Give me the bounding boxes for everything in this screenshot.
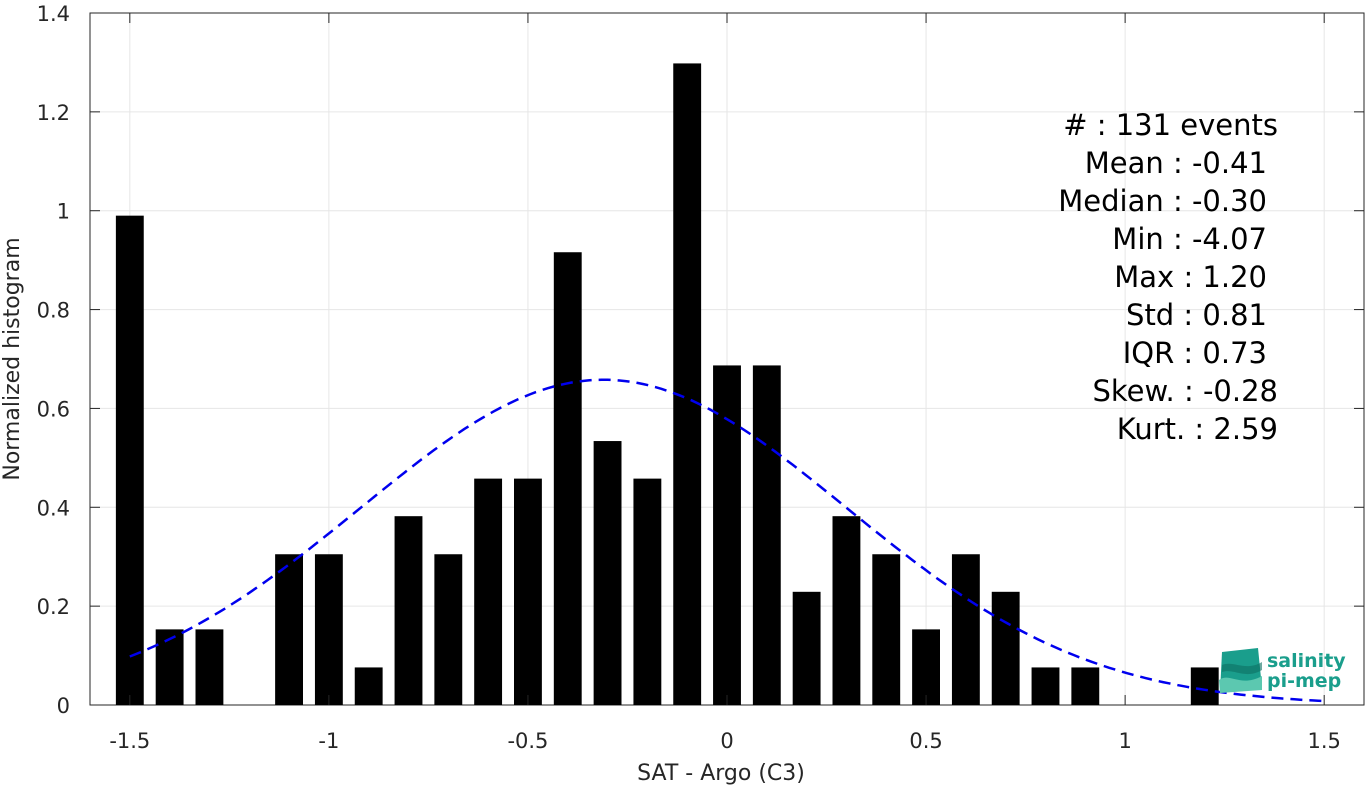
histogram-bar (514, 478, 542, 705)
histogram-bars (115, 63, 1219, 706)
histogram-bar (1031, 667, 1060, 705)
stats-median: Median : -0.30 (1058, 184, 1267, 218)
stats-max: Max : 1.20 (1114, 260, 1267, 294)
x-tick-label: 0.5 (909, 729, 942, 753)
y-tick-label: 0.6 (37, 397, 70, 421)
histogram-bar (593, 441, 622, 705)
histogram-bar (673, 63, 702, 706)
stats-events: # : 131 events (1063, 108, 1278, 142)
histogram-bar (354, 667, 383, 705)
histogram-bar (991, 591, 1020, 705)
histogram-bar (434, 554, 463, 705)
y-tick-label: 0.4 (37, 496, 70, 520)
y-tick-label: 0.8 (37, 299, 70, 323)
histogram-bar (474, 478, 503, 705)
histogram-bar (394, 516, 423, 705)
histogram-bar (832, 516, 861, 705)
stats-kurt: Kurt. : 2.59 (1117, 412, 1278, 446)
x-tick-label: 0 (720, 729, 733, 753)
histogram-bar (951, 554, 980, 705)
x-tick-label: -1 (318, 729, 339, 753)
histogram-bar (792, 591, 821, 705)
y-tick-label: 0.2 (37, 595, 70, 619)
y-tick-label: 1 (57, 200, 70, 224)
stats-mean: Mean : -0.41 (1085, 146, 1267, 180)
histogram-bar (872, 554, 901, 705)
x-axis-label: SAT - Argo (C3) (637, 761, 805, 786)
logo-line2: pi-mep (1267, 670, 1341, 692)
y-tick-label: 0 (57, 694, 70, 718)
histogram-bar (115, 215, 144, 705)
histogram-bar (553, 252, 582, 705)
x-axis-ticks: -1.5 -1 -0.5 0 0.5 1 1.5 (109, 13, 1341, 753)
histogram-bar (275, 554, 303, 705)
x-tick-label: 1 (1118, 729, 1131, 753)
histogram-bar (713, 365, 741, 705)
stats-std: Std : 0.81 (1126, 298, 1267, 332)
y-axis-ticks: 0 0.2 0.4 0.6 0.8 1 1.2 1.4 (37, 2, 1364, 718)
x-tick-label: 1.5 (1307, 729, 1340, 753)
histogram-bar (195, 629, 224, 705)
histogram-bar (1190, 667, 1219, 705)
histogram-bar (314, 554, 343, 705)
x-tick-label: -0.5 (507, 729, 548, 753)
grid-lines (90, 12, 1364, 706)
stats-box: # : 131 events Mean : -0.41 Median : -0.… (1058, 108, 1278, 446)
histogram-bar (1071, 667, 1100, 705)
gaussian-fit-curve (129, 378, 1325, 703)
y-tick-label: 1.4 (37, 2, 70, 26)
x-tick-label: -1.5 (109, 729, 150, 753)
histogram-bar (912, 629, 940, 705)
histogram-bar (633, 478, 662, 705)
histogram-bar (752, 365, 781, 705)
logo-line1: salinity (1267, 650, 1346, 672)
stats-iqr: IQR : 0.73 (1123, 336, 1267, 370)
stats-skew: Skew. : -0.28 (1092, 374, 1278, 408)
y-tick-label: 1.2 (37, 101, 70, 125)
histogram-bar (155, 629, 184, 705)
wave-icon (1219, 648, 1262, 693)
salinity-pi-mep-logo: salinity pi-mep (1219, 648, 1346, 693)
stats-min: Min : -4.07 (1112, 222, 1267, 256)
y-axis-label: Normalized histogram (0, 237, 25, 480)
